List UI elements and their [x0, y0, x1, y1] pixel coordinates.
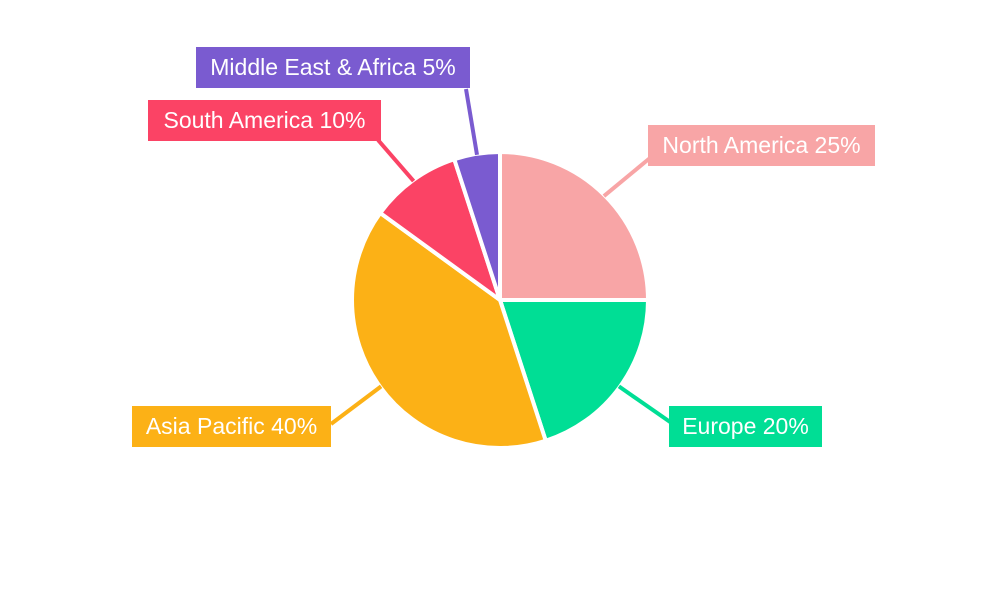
leader-line-europe — [617, 384, 675, 426]
pie-label-middle-east-africa: Middle East & Africa 5% — [196, 47, 470, 88]
pie-label-north-america: North America 25% — [648, 125, 875, 166]
pie-label-asia-pacific: Asia Pacific 40% — [132, 406, 331, 447]
pie-slice-north-america[interactable] — [498, 149, 651, 302]
leader-line-north-america — [602, 156, 652, 198]
leader-line-asia-pacific — [329, 384, 383, 426]
pie-label-south-america: South America 10% — [148, 100, 381, 141]
leader-line-middle-east-africa — [464, 88, 479, 156]
pie-label-europe: Europe 20% — [669, 406, 822, 447]
leader-line-south-america — [376, 138, 416, 183]
